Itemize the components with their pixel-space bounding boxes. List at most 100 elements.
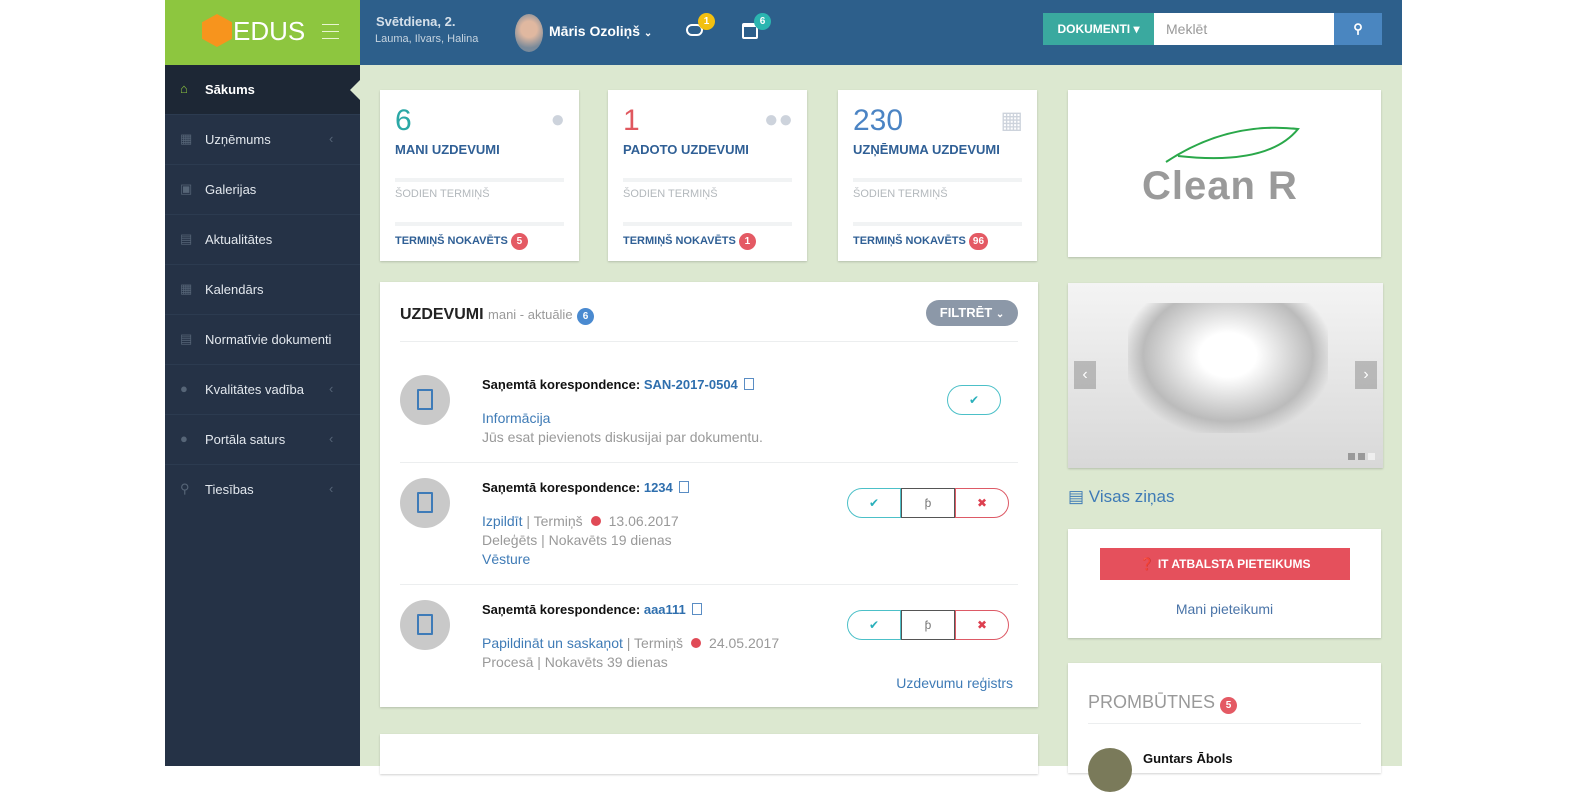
it-support-button[interactable]: ❓ IT ATBALSTA PIETEIKUMS bbox=[1100, 548, 1350, 580]
tasks-heading: UZDEVUMI mani - aktuālie 6 bbox=[400, 306, 595, 325]
divider bbox=[853, 222, 1022, 226]
sidebar-item-kvalitates-vadiba[interactable]: ● Kvalitātes vadība ‹ bbox=[165, 365, 360, 415]
task-actions: ✔ ƥ ✖ bbox=[847, 488, 1009, 518]
carousel-image bbox=[1128, 303, 1328, 433]
stat-value: 6 bbox=[395, 104, 412, 137]
absent-person-name[interactable]: Guntars Ābols bbox=[1143, 751, 1233, 766]
reject-button[interactable]: ✖ bbox=[955, 610, 1009, 640]
bottom-panel bbox=[380, 734, 1038, 774]
sidebar-item-galerijas[interactable]: ▣ Galerijas bbox=[165, 165, 360, 215]
sidebar-item-aktualitates[interactable]: ▤ Aktualitātes bbox=[165, 215, 360, 265]
sidebar-item-sakums[interactable]: ⌂ Sākums bbox=[165, 65, 360, 115]
avatar bbox=[1088, 748, 1132, 792]
stat-card-my-tasks[interactable]: 6 ● MANI UZDEVUMI ŠODIEN TERMIŅŠ TERMIŅŠ… bbox=[380, 90, 579, 261]
reject-button[interactable]: ✖ bbox=[955, 488, 1009, 518]
task-type: Saņemtā korespondence: bbox=[482, 602, 641, 617]
stat-today[interactable]: ŠODIEN TERMIŅŠ bbox=[853, 188, 948, 200]
chevron-down-icon: ⌄ bbox=[995, 309, 1005, 320]
sidebar-item-label: Sākums bbox=[205, 82, 255, 97]
sidebar-item-label: Kalendārs bbox=[205, 282, 264, 297]
task-status: Deleģēts | Nokavēts 19 dienas bbox=[482, 532, 672, 548]
stat-overdue[interactable]: TERMIŅŠ NOKAVĒTS 1 bbox=[623, 233, 756, 250]
it-support-label: IT ATBALSTA PIETEIKUMS bbox=[1157, 557, 1311, 571]
my-requests-link[interactable]: Mani pieteikumi bbox=[1175, 601, 1274, 617]
task-action-link[interactable]: Informācija bbox=[482, 410, 551, 426]
stat-card-subordinate-tasks[interactable]: 1 ●● PADOTO UZDEVUMI ŠODIEN TERMIŅŠ TERM… bbox=[608, 90, 807, 261]
sidebar-item-label: Uzņēmums bbox=[205, 132, 271, 147]
user-name: Māris Ozoliņš bbox=[549, 23, 641, 39]
stat-today[interactable]: ŠODIEN TERMIŅŠ bbox=[623, 188, 718, 200]
filter-button[interactable]: FILTRĒT ⌄ bbox=[926, 300, 1018, 326]
carousel-next-button[interactable]: › bbox=[1355, 361, 1377, 389]
avatar[interactable] bbox=[515, 14, 543, 52]
overdue-label: TERMIŅŠ NOKAVĒTS bbox=[853, 235, 966, 247]
divider bbox=[623, 178, 792, 182]
pdf-icon[interactable] bbox=[678, 481, 689, 493]
user-menu[interactable]: Māris Ozoliņš ⌄ bbox=[549, 23, 652, 39]
task-action-link[interactable]: Izpildīt bbox=[482, 513, 523, 529]
sidebar-item-tiesibas[interactable]: ⚲ Tiesības ‹ bbox=[165, 465, 360, 515]
check-icon: ✔ bbox=[868, 496, 880, 510]
stat-overdue[interactable]: TERMIŅŠ NOKAVĒTS 5 bbox=[395, 233, 528, 250]
documents-dropdown[interactable]: DOKUMENTI ▾ bbox=[1043, 13, 1154, 45]
divider bbox=[400, 584, 1018, 585]
sidebar-item-label: Kvalitātes vadība bbox=[205, 382, 305, 397]
task-item: Saņemtā korespondence: 1234 Izpildīt | T… bbox=[400, 478, 1009, 568]
chevron-left-icon: ‹ bbox=[329, 131, 334, 146]
news-carousel[interactable]: ‹ › bbox=[1068, 283, 1383, 468]
all-news-label: Visas ziņas bbox=[1088, 487, 1175, 506]
task-action-link[interactable]: Papildināt un saskaņot bbox=[482, 635, 623, 651]
sidebar-item-uznemums[interactable]: ▦ Uzņēmums ‹ bbox=[165, 115, 360, 165]
calendar-button[interactable]: 6 bbox=[742, 13, 771, 42]
menu-toggle-icon[interactable] bbox=[322, 24, 339, 45]
carousel-indicators[interactable] bbox=[1348, 453, 1375, 460]
task-ref-link[interactable]: 1234 bbox=[643, 480, 673, 495]
overdue-dot bbox=[590, 516, 601, 526]
tasks-title: UZDEVUMI bbox=[400, 306, 484, 323]
it-support-card: ❓ IT ATBALSTA PIETEIKUMS Mani pieteikumi bbox=[1068, 529, 1381, 638]
all-news-link[interactable]: ▤ Visas ziņas bbox=[1068, 487, 1174, 507]
image-icon: ▣ bbox=[180, 181, 193, 196]
home-icon: ⌂ bbox=[180, 81, 188, 96]
sidebar-item-portala-saturs[interactable]: ● Portāla saturs ‹ bbox=[165, 415, 360, 465]
task-register-link[interactable]: Uzdevumu reģistrs bbox=[896, 675, 1013, 691]
sidebar-item-label: Galerijas bbox=[205, 182, 257, 197]
messages-button[interactable]: 1 bbox=[686, 13, 715, 42]
tasks-subtitle: mani - aktuālie bbox=[488, 307, 573, 322]
sidebar: ⌂ Sākums ▦ Uzņēmums ‹ ▣ Galerijas ▤ Aktualitā… bbox=[165, 65, 360, 766]
approve-button[interactable]: ✔ bbox=[847, 610, 901, 640]
stat-overdue[interactable]: TERMIŅŠ NOKAVĒTS 96 bbox=[853, 233, 989, 250]
delegate-button[interactable]: ƥ bbox=[901, 610, 955, 640]
document-icon bbox=[400, 478, 450, 528]
sidebar-item-kalendars[interactable]: ▦ Kalendārs bbox=[165, 265, 360, 315]
stat-value: 230 bbox=[853, 104, 904, 137]
divider bbox=[395, 222, 564, 226]
delegate-button[interactable]: ƥ bbox=[901, 488, 955, 518]
task-actions: ✔ bbox=[947, 385, 1001, 415]
carousel-prev-button[interactable]: ‹ bbox=[1074, 361, 1096, 389]
sidebar-item-normativie-dokumenti[interactable]: ▤ Normatīvie dokumenti bbox=[165, 315, 360, 365]
approve-button[interactable]: ✔ bbox=[947, 385, 1001, 415]
pdf-icon[interactable] bbox=[743, 378, 754, 390]
stat-value: 1 bbox=[623, 104, 640, 137]
task-ref-link[interactable]: SAN-2017-0504 bbox=[643, 377, 738, 392]
absences-badge: 5 bbox=[1220, 697, 1238, 714]
search-button[interactable]: ⚲ bbox=[1334, 13, 1382, 45]
task-heading: Saņemtā korespondence: 1234 bbox=[482, 480, 689, 495]
exclamation-icon: ● bbox=[180, 381, 188, 396]
divider bbox=[853, 178, 1022, 182]
search-input[interactable] bbox=[1154, 13, 1334, 45]
chevron-left-icon: ‹ bbox=[329, 431, 334, 446]
task-ref-link[interactable]: aaa111 bbox=[643, 602, 686, 617]
approve-button[interactable]: ✔ bbox=[847, 488, 901, 518]
history-link[interactable]: Vēsture bbox=[482, 551, 531, 567]
calendar-icon: ▦ bbox=[180, 281, 193, 296]
stat-card-company-tasks[interactable]: 230 ▦ UZŅĒMUMA UZDEVUMI ŠODIEN TERMIŅŠ T… bbox=[838, 90, 1037, 261]
newspaper-icon: ▤ bbox=[180, 231, 193, 246]
sidebar-item-label: Portāla saturs bbox=[205, 432, 286, 447]
overdue-label: TERMIŅŠ NOKAVĒTS bbox=[395, 235, 508, 247]
pdf-icon[interactable] bbox=[691, 603, 702, 615]
stat-today[interactable]: ŠODIEN TERMIŅŠ bbox=[395, 188, 490, 200]
logo-text: EDUS bbox=[233, 16, 306, 46]
documents-label: DOKUMENTI bbox=[1057, 22, 1131, 36]
